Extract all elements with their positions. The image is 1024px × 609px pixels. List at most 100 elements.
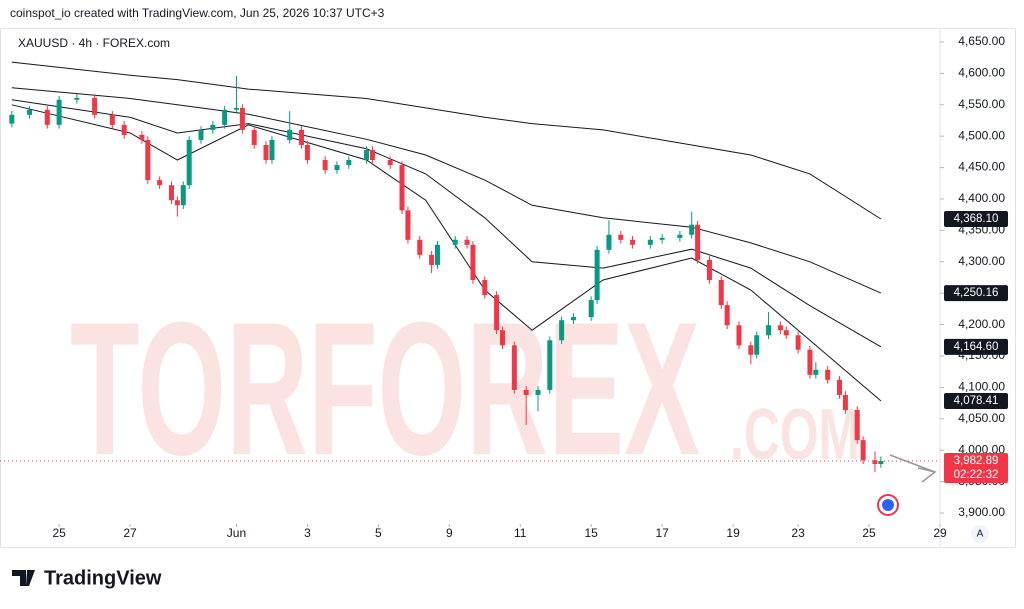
candle-body (304, 144, 310, 161)
candle-body (754, 335, 760, 355)
candle-body (689, 224, 695, 235)
ma-badge (944, 338, 1008, 355)
candle-body (429, 254, 435, 265)
scale-button[interactable] (971, 525, 989, 543)
candle-body (470, 244, 476, 280)
x-tick-label: 9 (446, 526, 453, 540)
watermark-suffix: .COM (730, 395, 860, 475)
ma-label: 4,164.60 (954, 341, 999, 353)
scale-button-label[interactable]: A (977, 529, 984, 540)
candle-body (706, 259, 712, 280)
candle-body (121, 124, 127, 135)
candle-body (695, 224, 701, 260)
y-tick-label: 4,650.00 (958, 34, 1005, 48)
candle-body (198, 129, 204, 140)
candle-body (570, 317, 576, 321)
candle-body (878, 460, 884, 465)
candle-body (233, 107, 239, 110)
y-tick-label: 4,050.00 (958, 411, 1005, 425)
candle-body (659, 237, 665, 240)
candle-body (511, 345, 517, 390)
x-tick-label: 19 (726, 526, 740, 540)
candle-body (807, 349, 813, 375)
candle-body (399, 165, 405, 211)
candle-body (44, 109, 50, 125)
candle-body (334, 165, 340, 171)
candle-body (813, 369, 819, 375)
candle-body (74, 97, 80, 100)
candle-body (860, 440, 866, 461)
x-tick-label: 17 (655, 526, 669, 540)
candle-body (269, 139, 275, 161)
x-tick-label: 11 (514, 526, 527, 540)
candle-body (500, 330, 506, 346)
x-tick-label: 29 (933, 526, 947, 540)
candle-body (724, 305, 730, 326)
watermark: TORFOREX .COM (70, 283, 860, 495)
candle-body (186, 139, 192, 186)
countdown: 02:22:32 (954, 469, 999, 481)
y-tick-label: 4,300.00 (958, 254, 1005, 268)
candle-body (139, 134, 145, 140)
x-tick-label: 25 (52, 526, 66, 540)
candle-body (239, 107, 245, 130)
candle-body (588, 300, 594, 318)
y-tick-label: 4,550.00 (958, 97, 1005, 111)
candle-body (872, 460, 878, 465)
candle-body (251, 129, 257, 145)
candle-body (854, 409, 860, 441)
ma-label: 4,078.41 (954, 395, 999, 407)
candle-body (677, 234, 683, 238)
candle-body (647, 239, 653, 245)
ma-badge (944, 392, 1008, 409)
candle-body (109, 114, 115, 125)
x-tick-label: 5 (375, 526, 382, 540)
candle-body (210, 124, 216, 130)
y-tick-label: 4,000.00 (958, 442, 1005, 456)
candle-body (405, 210, 411, 240)
candle-body (157, 180, 163, 186)
candle-body (594, 249, 600, 301)
candle-body (387, 160, 393, 166)
moving-average (11, 87, 882, 294)
candle-body (27, 109, 33, 115)
candle-body (618, 234, 624, 240)
candle-body (736, 325, 742, 346)
candle-body (222, 109, 228, 125)
candle-body (606, 234, 612, 250)
candle-body (9, 114, 15, 124)
candle-body (369, 149, 375, 161)
candle-body (168, 185, 174, 201)
candle-body (766, 325, 772, 336)
logo: TradingView (12, 567, 162, 589)
candle-body (180, 185, 186, 206)
ma-badge (944, 285, 1008, 302)
candle-body (434, 244, 440, 265)
x-tick-label: 25 (862, 526, 876, 540)
candle-body (547, 340, 553, 390)
candle-body (174, 200, 180, 206)
y-tick-label: 4,400.00 (958, 191, 1005, 205)
candle-body (322, 160, 328, 171)
moving-average (11, 61, 882, 220)
candle-body (836, 379, 842, 395)
candle-body (718, 279, 724, 306)
candle-body (777, 325, 783, 331)
moving-average (11, 99, 882, 348)
brand: TradingView (44, 567, 162, 589)
candle-body (263, 144, 269, 161)
candle-body (842, 394, 848, 410)
x-tick-label: 3 (304, 526, 311, 540)
ma-badge (944, 211, 1008, 228)
y-tick-label: 4,450.00 (958, 160, 1005, 174)
flag-icon (877, 494, 899, 516)
x-tick-label: 23 (791, 526, 805, 540)
candle-body (825, 369, 831, 380)
candle-body (299, 129, 305, 145)
y-tick-label: 4,500.00 (958, 128, 1005, 142)
y-tick-label: 4,600.00 (958, 66, 1005, 80)
ma-label: 4,368.10 (954, 213, 999, 225)
candle-body (494, 295, 500, 331)
candle-body (56, 99, 62, 125)
